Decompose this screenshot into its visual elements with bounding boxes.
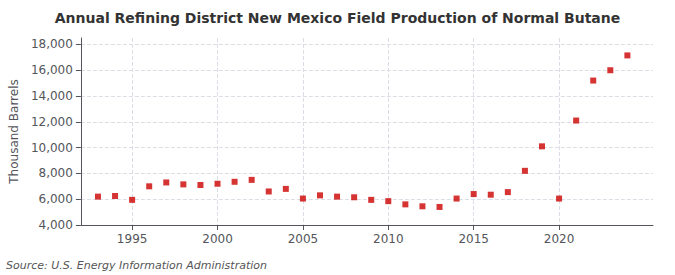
svg-text:16,000: 16,000: [31, 63, 73, 77]
svg-text:4,000: 4,000: [39, 218, 73, 232]
svg-text:2000: 2000: [202, 232, 233, 246]
svg-text:1995: 1995: [117, 232, 148, 246]
svg-text:Annual Refining District New M: Annual Refining District New Mexico Fiel…: [55, 10, 621, 26]
svg-text:14,000: 14,000: [31, 89, 73, 103]
svg-text:Thousand Barrels: Thousand Barrels: [7, 79, 21, 184]
svg-text:2020: 2020: [544, 232, 575, 246]
svg-text:2005: 2005: [288, 232, 319, 246]
svg-text:8,000: 8,000: [39, 166, 73, 180]
svg-text:10,000: 10,000: [31, 141, 73, 155]
svg-text:12,000: 12,000: [31, 115, 73, 129]
svg-text:6,000: 6,000: [39, 192, 73, 206]
svg-text:18,000: 18,000: [31, 37, 73, 51]
svg-text:Source: U.S. Energy Informatio: Source: U.S. Energy Information Administ…: [6, 259, 267, 272]
svg-text:2015: 2015: [458, 232, 489, 246]
svg-text:2010: 2010: [373, 232, 404, 246]
